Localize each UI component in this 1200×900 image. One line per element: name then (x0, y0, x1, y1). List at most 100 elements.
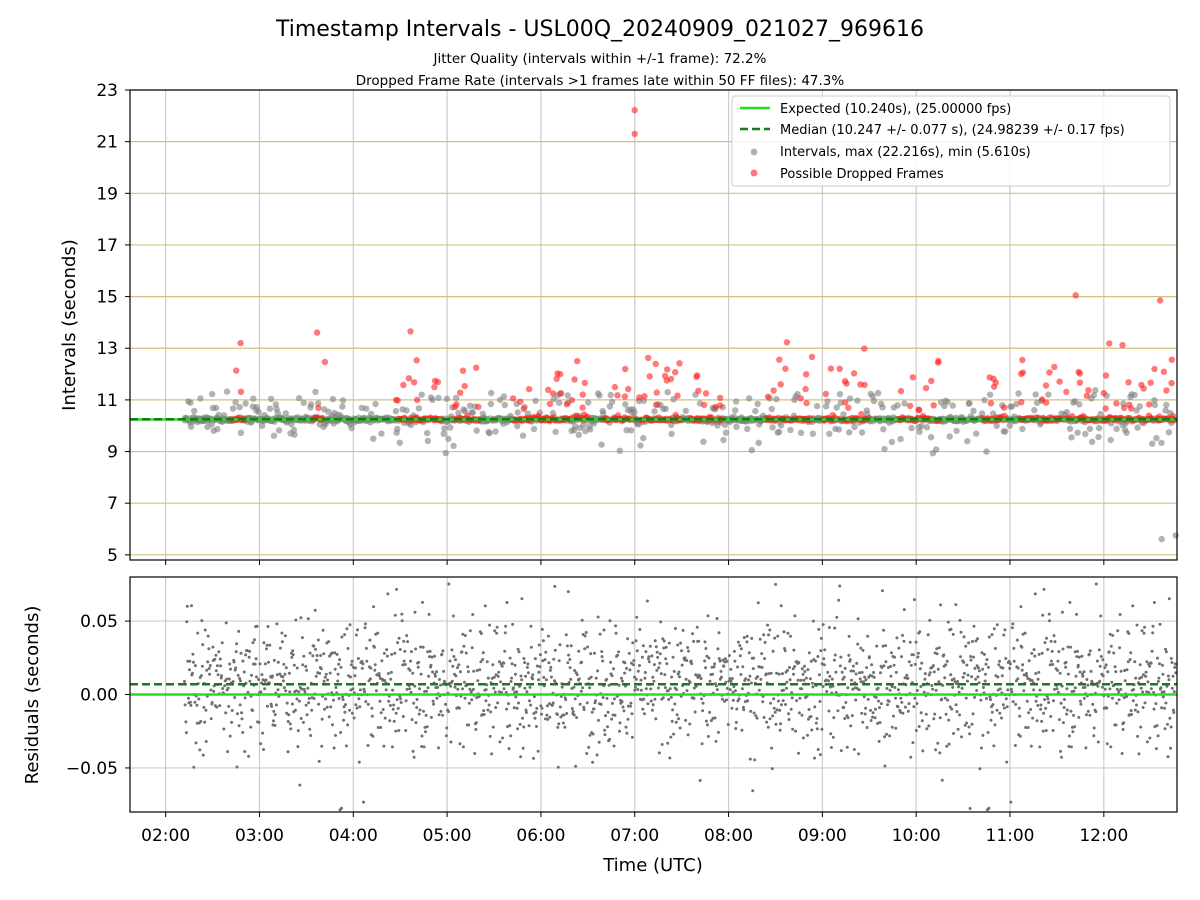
residual-point (1045, 636, 1048, 640)
residual-point (287, 713, 291, 717)
residual-point (660, 743, 664, 746)
residual-point (883, 735, 887, 739)
residual-point (461, 687, 464, 691)
residual-point (1089, 669, 1093, 673)
interval-point (370, 435, 377, 442)
residual-point (1123, 679, 1127, 683)
residual-point (542, 675, 546, 679)
residual-point (315, 658, 319, 662)
residual-point (903, 676, 907, 680)
dropped-frame-point (414, 396, 421, 404)
residual-point (597, 718, 600, 722)
residual-point (1167, 678, 1171, 682)
dropped-frame-point (1119, 341, 1126, 349)
residual-point (466, 670, 470, 674)
residual-point (358, 688, 362, 692)
residual-point (1002, 706, 1006, 710)
dropped-frame-point (1100, 389, 1108, 397)
residual-point (490, 752, 494, 756)
residual-point (348, 708, 352, 712)
residual-point (1049, 639, 1053, 643)
residual-point (713, 716, 717, 720)
legend: Expected (10.240s), (25.00000 fps) Media… (731, 95, 1171, 187)
residual-point (956, 727, 960, 731)
residual-point (1115, 687, 1119, 691)
residual-point (478, 668, 482, 672)
residual-point (745, 634, 749, 638)
residual-point (314, 674, 318, 678)
residual-point (732, 685, 736, 688)
residual-point (384, 688, 388, 692)
residual-point (818, 700, 822, 703)
residual-point (846, 686, 850, 690)
interval-point (1071, 398, 1079, 405)
interval-point (1076, 401, 1083, 408)
residual-point (1098, 664, 1102, 668)
residual-point (685, 659, 689, 662)
residual-point (739, 673, 743, 676)
residual-point (360, 666, 364, 670)
residual-point (538, 665, 542, 669)
residual-point (524, 711, 528, 714)
dropped-frame-point (1056, 378, 1063, 385)
residual-point (312, 697, 316, 700)
residual-point (493, 629, 497, 633)
residual-point (894, 670, 898, 674)
residual-point (571, 710, 575, 713)
residual-point (772, 706, 776, 710)
residual-point (890, 725, 894, 729)
residual-point (1013, 744, 1017, 747)
residual-point (890, 685, 894, 688)
residual-point (1038, 745, 1042, 749)
residual-point (1055, 687, 1059, 691)
residual-point (956, 680, 960, 683)
residual-point (183, 703, 187, 707)
residual-point (832, 658, 836, 662)
residual-point (742, 708, 746, 712)
interval-point (214, 425, 221, 433)
residual-point (957, 685, 960, 689)
residual-point (847, 653, 851, 657)
interval-point (1068, 434, 1075, 441)
residual-point (484, 699, 488, 703)
residual-point (920, 661, 924, 665)
interval-point (1123, 429, 1130, 436)
residual-point (982, 652, 986, 656)
residual-point (334, 686, 338, 689)
residual-point (335, 652, 339, 656)
residual-point (828, 674, 832, 678)
residual-point (505, 707, 509, 711)
residual-point (442, 669, 446, 673)
residual-point (651, 703, 655, 707)
residual-point (1058, 718, 1061, 722)
residual-point (191, 652, 195, 656)
residual-point (461, 745, 465, 749)
residual-point (296, 729, 300, 733)
residual-point (430, 655, 434, 659)
residual-point (1006, 688, 1010, 692)
residual-point (605, 696, 609, 700)
dropped-frame-point (1000, 404, 1008, 411)
residual-point (1151, 624, 1155, 628)
residual-point (305, 713, 309, 717)
residual-point (784, 703, 787, 706)
residual-point (788, 678, 792, 682)
residual-point (712, 665, 716, 669)
residual-point (734, 720, 738, 724)
residual-point (833, 653, 837, 657)
residual-point (721, 658, 725, 662)
residual-point (933, 712, 937, 716)
dropped-frame-point (1102, 405, 1109, 412)
residual-point (318, 671, 322, 675)
residual-point (584, 631, 588, 634)
interval-point (1136, 403, 1144, 410)
residual-point (708, 710, 712, 714)
dropped-frame-point (783, 339, 791, 346)
residual-point (608, 619, 612, 623)
residual-point (863, 675, 867, 679)
residual-point (596, 615, 600, 619)
residual-point (395, 587, 399, 591)
residual-point (836, 709, 840, 713)
